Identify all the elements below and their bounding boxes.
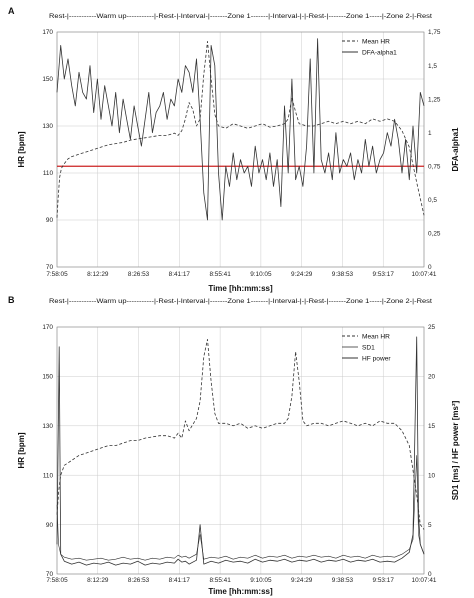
x-axis-title: Time [hh:mm:ss]	[208, 284, 273, 293]
y-axis-title: HR [bpm]	[17, 131, 26, 167]
series-line-mean-hr	[56, 41, 425, 218]
x-tick-label: 8:55:41	[209, 577, 231, 584]
series-line-hf-power	[56, 336, 425, 566]
y2-tick-label: 0	[428, 264, 432, 271]
x-tick-label: 7:58:05	[46, 577, 68, 584]
y-tick-label: 170	[42, 29, 53, 36]
x-tick-label: 9:53:17	[373, 271, 395, 278]
x-tick-label: 8:41:17	[169, 271, 191, 278]
x-tick-label: 8:26:53	[128, 577, 150, 584]
y-tick-label: 150	[42, 374, 53, 381]
y-tick-label: 70	[46, 571, 54, 578]
x-tick-label: 9:38:53	[332, 271, 354, 278]
series-line-sd1	[56, 455, 425, 561]
x-tick-label: 9:53:17	[373, 577, 395, 584]
phase-strip: Rest-|-----------Warm up-----------|-Res…	[49, 298, 432, 305]
legend-label: DFA-alpha1	[362, 49, 397, 56]
x-tick-label: 9:24:29	[291, 577, 313, 584]
x-tick-label: 7:58:05	[46, 271, 68, 278]
x-tick-label: 9:10:05	[250, 577, 272, 584]
y2-tick-label: 1	[428, 130, 432, 137]
x-tick-label: 10:07:41	[412, 271, 437, 278]
y2-tick-label: 1,25	[428, 96, 441, 103]
x-axis-title: Time [hh:mm:ss]	[208, 587, 273, 596]
y2-tick-label: 0,75	[428, 163, 441, 170]
series-line-dfa-alpha1	[56, 38, 425, 221]
legend-label: Mean HR	[362, 38, 390, 45]
x-tick-label: 8:12:29	[87, 271, 109, 278]
plot-frame	[56, 31, 425, 268]
y2-axis-title: DFA-alpha1	[451, 127, 460, 172]
y2-tick-label: 0,25	[428, 231, 441, 238]
legend-label: Mean HR	[362, 333, 390, 340]
panel-letter-b: B	[8, 295, 15, 305]
series-line-mean-hr	[56, 339, 425, 530]
y2-tick-label: 0	[428, 571, 432, 578]
legend-label: SD1	[362, 344, 375, 351]
plot-frame	[56, 326, 425, 575]
x-tick-label: 8:41:17	[169, 577, 191, 584]
x-tick-label: 9:10:05	[250, 271, 272, 278]
y2-tick-label: 10	[428, 472, 436, 479]
legend-label: HF power	[362, 355, 391, 362]
x-tick-label: 8:26:53	[128, 271, 150, 278]
y2-axis-title: SD1 [ms] / HF power [ms²]	[451, 400, 460, 500]
y-tick-label: 110	[43, 170, 54, 177]
phase-strip: Rest-|-----------Warm up-----------|-Res…	[49, 13, 432, 20]
y-tick-label: 90	[46, 522, 54, 529]
panel-letter-a: A	[8, 6, 15, 16]
x-tick-label: 8:12:29	[87, 577, 109, 584]
y-tick-label: 70	[46, 264, 54, 271]
y2-tick-label: 20	[428, 374, 436, 381]
y2-tick-label: 0,5	[428, 197, 437, 204]
y2-tick-label: 1,5	[428, 63, 437, 70]
y-tick-label: 130	[42, 123, 53, 130]
y-tick-label: 170	[42, 324, 53, 331]
x-tick-label: 8:55:41	[209, 271, 231, 278]
y2-tick-label: 15	[428, 423, 436, 430]
y2-tick-label: 25	[428, 324, 436, 331]
x-tick-label: 9:24:29	[291, 271, 313, 278]
y-axis-title: HR [bpm]	[17, 432, 26, 468]
x-tick-label: 9:38:53	[332, 577, 354, 584]
y-tick-label: 110	[43, 472, 54, 479]
y2-tick-label: 1,75	[428, 29, 441, 36]
x-tick-label: 10:07:41	[412, 577, 437, 584]
y-tick-label: 150	[42, 76, 53, 83]
y2-tick-label: 5	[428, 522, 432, 529]
y-tick-label: 90	[46, 217, 54, 224]
y-tick-label: 130	[42, 423, 53, 430]
